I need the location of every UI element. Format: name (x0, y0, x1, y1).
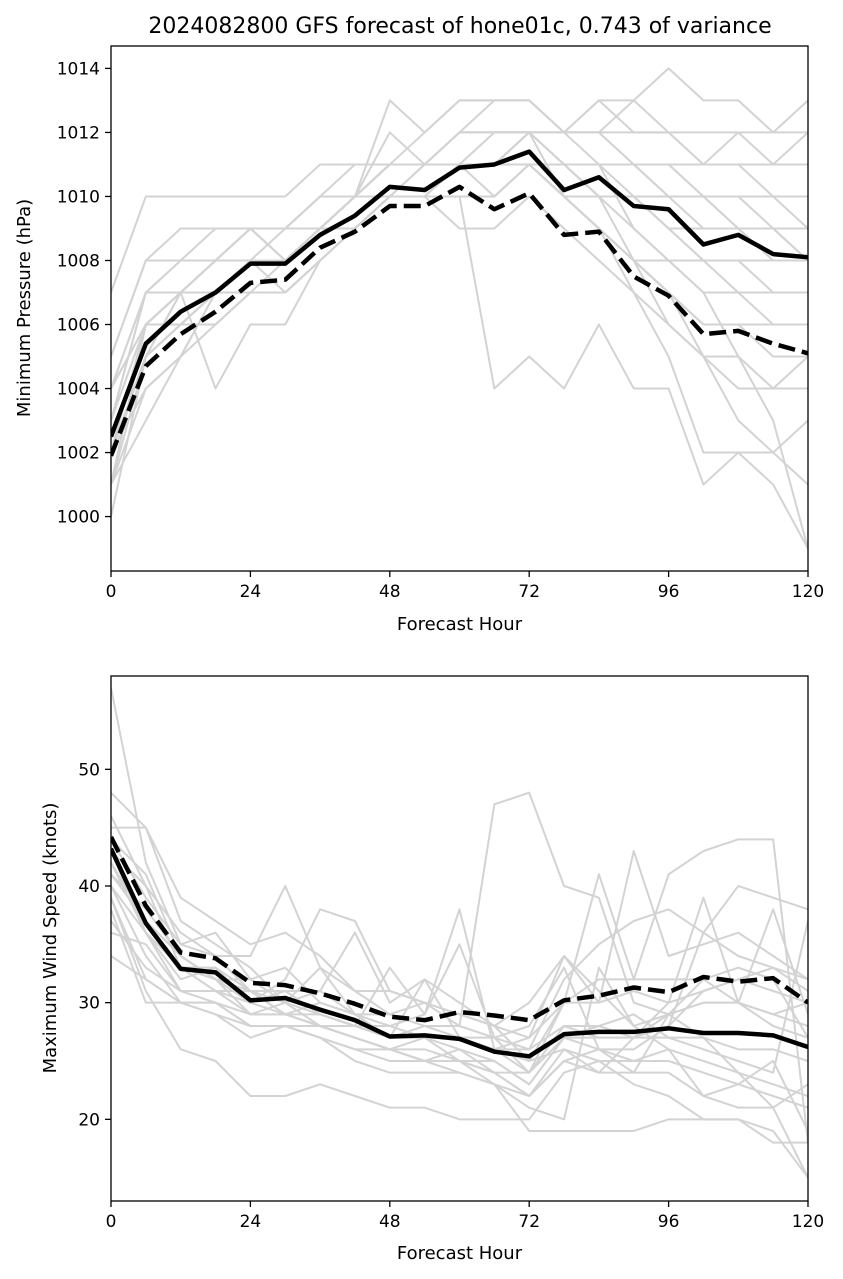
wind-axes-frame (110, 675, 809, 1202)
wind-x-tick-label: 48 (379, 1212, 401, 1232)
pressure-y-tick-label: 1014 (57, 59, 100, 79)
wind-x-axis: 0 24 48 72 96 120 (106, 1201, 824, 1232)
wind-y-axis-label: Maximum Wind Speed (knots) (40, 803, 61, 1074)
wind-solid-mean-line (111, 847, 808, 1059)
pressure-x-tick-label: 96 (658, 582, 680, 602)
wind-y-tick-label: 30 (78, 994, 100, 1014)
pressure-ensemble-member-line (111, 99, 808, 453)
pressure-x-tick-label: 48 (379, 582, 401, 602)
wind-ensemble-member-line (111, 920, 808, 1144)
pressure-x-tick-label: 72 (518, 582, 540, 602)
pressure-x-tick-label: 0 (106, 582, 117, 602)
pressure-plot-area (111, 67, 808, 550)
pressure-chart-title: 2024082800 GFS forecast of hone01c, 0.74… (148, 14, 771, 39)
pressure-axes-frame (110, 45, 809, 572)
wind-y-axis: 20 30 40 50 (78, 760, 111, 1130)
wind-x-axis-label: Forecast Hour (397, 1243, 523, 1264)
pressure-y-tick-label: 1008 (57, 251, 100, 271)
wind-y-tick-label: 20 (78, 1110, 100, 1130)
pressure-y-tick-label: 1010 (57, 187, 100, 207)
pressure-y-axis: 1000 1002 1004 1006 1008 1010 1012 1014 (57, 59, 111, 528)
pressure-y-tick-label: 1002 (57, 444, 100, 464)
pressure-panel: 2024082800 GFS forecast of hone01c, 0.74… (14, 14, 824, 635)
wind-x-tick-label: 0 (106, 1212, 117, 1232)
wind-plot-area (111, 687, 808, 1179)
pressure-y-tick-label: 1012 (57, 123, 100, 143)
wind-ensemble-member-line (111, 897, 808, 1179)
pressure-y-tick-label: 1000 (57, 508, 100, 528)
pressure-x-tick-label: 120 (792, 582, 824, 602)
pressure-dashed-mean-line (111, 184, 808, 457)
wind-dashed-mean-line (111, 835, 808, 1023)
wind-panel: 0 24 48 72 96 120 20 30 40 50 Forecast Hour Maxi… (40, 675, 824, 1264)
wind-x-tick-label: 96 (658, 1212, 680, 1232)
wind-ensemble-member-line (111, 885, 808, 1086)
pressure-y-tick-label: 1006 (57, 316, 100, 336)
wind-x-tick-label: 72 (518, 1212, 540, 1232)
pressure-solid-mean-line (111, 149, 808, 438)
wind-y-tick-label: 50 (78, 760, 100, 780)
pressure-x-tick-label: 24 (240, 582, 262, 602)
wind-ensemble-member-line (111, 955, 808, 1132)
pressure-x-axis: 0 24 48 72 96 120 (106, 571, 824, 602)
wind-x-tick-label: 24 (240, 1212, 262, 1232)
pressure-y-axis-label: Minimum Pressure (hPa) (14, 199, 35, 417)
wind-x-tick-label: 120 (792, 1212, 824, 1232)
pressure-y-tick-label: 1004 (57, 380, 100, 400)
pressure-x-axis-label: Forecast Hour (397, 614, 523, 635)
wind-y-tick-label: 40 (78, 877, 100, 897)
